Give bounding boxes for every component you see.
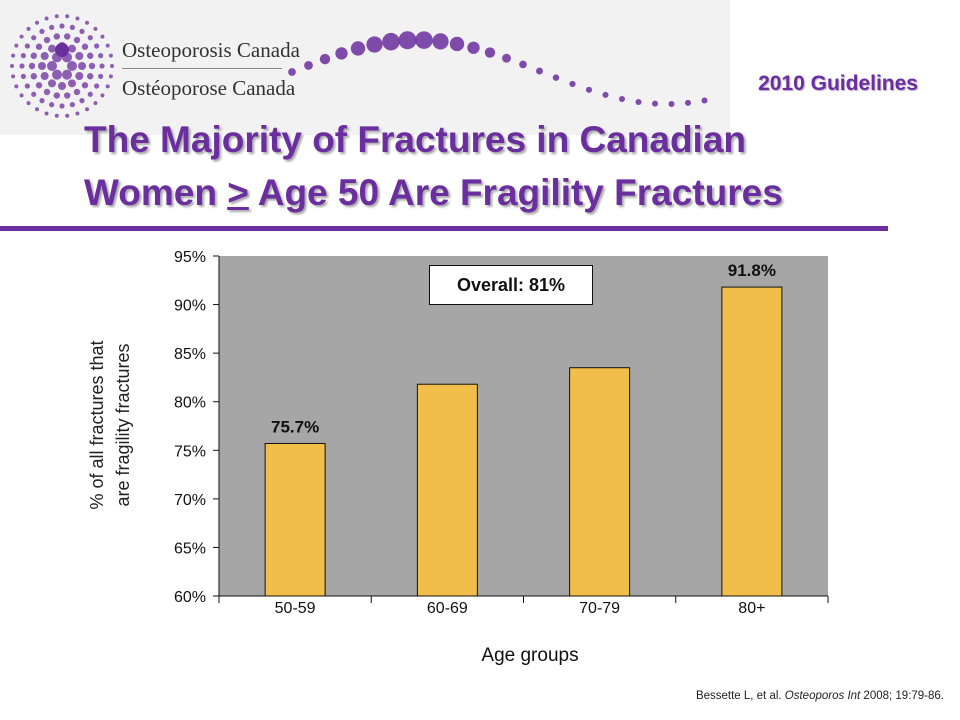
title-line-2: Women > Age 50 Are Fragility Fractures: [84, 166, 914, 219]
org-name-divider: [122, 68, 282, 69]
title-line-2-end: Age 50 Are Fragility Fractures: [248, 172, 783, 213]
y-tick-label: 90%: [174, 298, 206, 315]
bar-80+: [721, 286, 783, 597]
slide-title: The Majority of Fractures in Canadian Wo…: [84, 113, 914, 219]
bar-50-59: [264, 442, 326, 597]
y-axis-title-line-2: are fragility fractures: [113, 343, 133, 507]
x-tick-label: 60-69: [427, 600, 468, 617]
org-name-french: Ostéoporose Canada: [122, 76, 296, 100]
y-tick-label: 80%: [174, 395, 206, 412]
bar-70-79: [569, 367, 631, 597]
x-tick-label: 50-59: [275, 600, 316, 617]
guidelines-label: 2010 Guidelines: [758, 72, 918, 95]
bar-60-69: [416, 383, 478, 597]
title-divider: [0, 226, 888, 231]
x-tick-label: 70-79: [579, 600, 620, 617]
x-axis-title: Age groups: [481, 645, 579, 666]
y-tick-label: 70%: [174, 492, 206, 509]
y-axis-title: % of all fractures that are fragility fr…: [84, 340, 136, 509]
y-tick-label: 85%: [174, 346, 206, 363]
x-tick-label: 80+: [738, 600, 765, 617]
y-tick-label: 65%: [174, 540, 206, 557]
logo-dot-emblem: [10, 14, 114, 118]
title-greater-equal-symbol: >: [227, 172, 249, 213]
source-citation: Bessette L, et al. Osteoporos Int 2008; …: [696, 690, 944, 702]
bar-data-label: 91.8%: [728, 261, 776, 280]
y-axis-title-line-1: % of all fractures that: [87, 340, 107, 510]
org-name-english: Osteoporosis Canada: [122, 38, 300, 62]
bar-data-label: 75.7%: [271, 417, 319, 436]
overall-annotation: Overall: 81%: [429, 265, 593, 305]
y-tick-label: 60%: [174, 589, 206, 606]
y-tick-label: 95%: [174, 249, 206, 266]
source-details: 2008; 19:79-86.: [860, 690, 944, 702]
source-authors: Bessette L, et al.: [695, 690, 785, 702]
osteoporosis-canada-logo: [0, 0, 730, 135]
y-tick-label: 75%: [174, 443, 206, 460]
title-line-2-start: Women: [84, 172, 228, 213]
source-journal: Osteoporos Int: [784, 690, 861, 702]
logo-wave-dots: [288, 31, 708, 107]
title-line-1: The Majority of Fractures in Canadian: [84, 119, 747, 160]
